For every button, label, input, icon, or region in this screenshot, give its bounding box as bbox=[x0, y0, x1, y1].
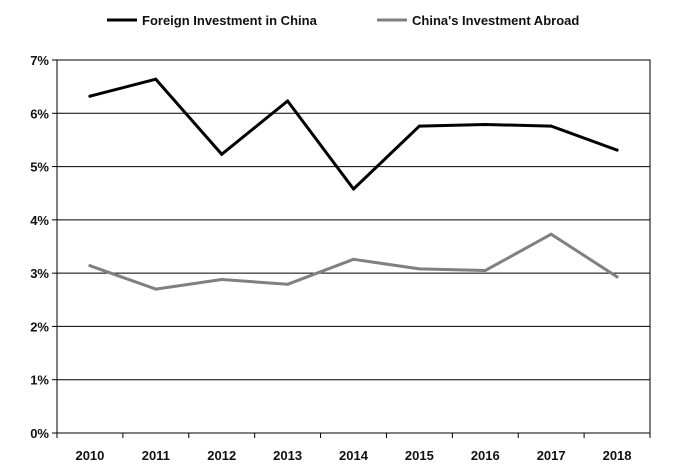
data-point bbox=[549, 232, 553, 236]
x-tick-label: 2017 bbox=[537, 448, 566, 463]
data-point bbox=[286, 282, 290, 286]
x-tick-label: 2012 bbox=[207, 448, 236, 463]
x-tick-label: 2010 bbox=[75, 448, 104, 463]
y-tick-label: 6% bbox=[30, 106, 49, 121]
x-axis-ticks: 2010 2011 2012 2013 2014 2015 2016 2017 2018 bbox=[56, 433, 651, 463]
data-point bbox=[88, 94, 92, 98]
legend-label: China's Investment Abroad bbox=[412, 13, 579, 28]
x-tick-label: 2014 bbox=[339, 448, 369, 463]
gridlines bbox=[57, 59, 650, 434]
series-lines bbox=[88, 77, 619, 291]
data-point bbox=[417, 124, 421, 128]
legend-label: Foreign Investment in China bbox=[142, 13, 318, 28]
plot-frame bbox=[56, 59, 651, 434]
data-point bbox=[352, 257, 355, 261]
series-line-1 bbox=[88, 77, 619, 191]
series-line-2 bbox=[88, 232, 619, 291]
x-tick-label: 2015 bbox=[405, 448, 434, 463]
y-tick-label: 1% bbox=[30, 373, 49, 388]
data-point bbox=[220, 152, 224, 156]
axes bbox=[56, 59, 651, 434]
data-point bbox=[615, 148, 619, 152]
y-tick-label: 4% bbox=[30, 213, 49, 228]
data-point bbox=[220, 278, 224, 282]
data-point bbox=[549, 124, 553, 128]
y-tick-label: 2% bbox=[30, 319, 49, 334]
data-point bbox=[417, 267, 421, 271]
x-tick-label: 2013 bbox=[273, 448, 302, 463]
data-point bbox=[154, 287, 158, 291]
y-axis-ticks: 0% 1% 2% 3% 4% 5% 6% 7% bbox=[30, 53, 57, 441]
legend: Foreign Investment in China China's Inves… bbox=[107, 13, 579, 28]
data-point bbox=[88, 264, 92, 268]
y-tick-label: 0% bbox=[30, 426, 49, 441]
x-tick-label: 2011 bbox=[142, 448, 170, 463]
y-tick-label: 7% bbox=[30, 53, 49, 68]
data-point bbox=[154, 77, 158, 81]
x-tick-label: 2018 bbox=[603, 448, 632, 463]
y-tick-label: 3% bbox=[30, 266, 49, 281]
x-tick-label: 2016 bbox=[471, 448, 500, 463]
data-point bbox=[483, 122, 487, 126]
data-point bbox=[286, 99, 290, 103]
data-point bbox=[483, 268, 487, 272]
data-point bbox=[615, 275, 619, 279]
y-tick-label: 5% bbox=[30, 160, 49, 175]
data-point bbox=[352, 187, 355, 191]
